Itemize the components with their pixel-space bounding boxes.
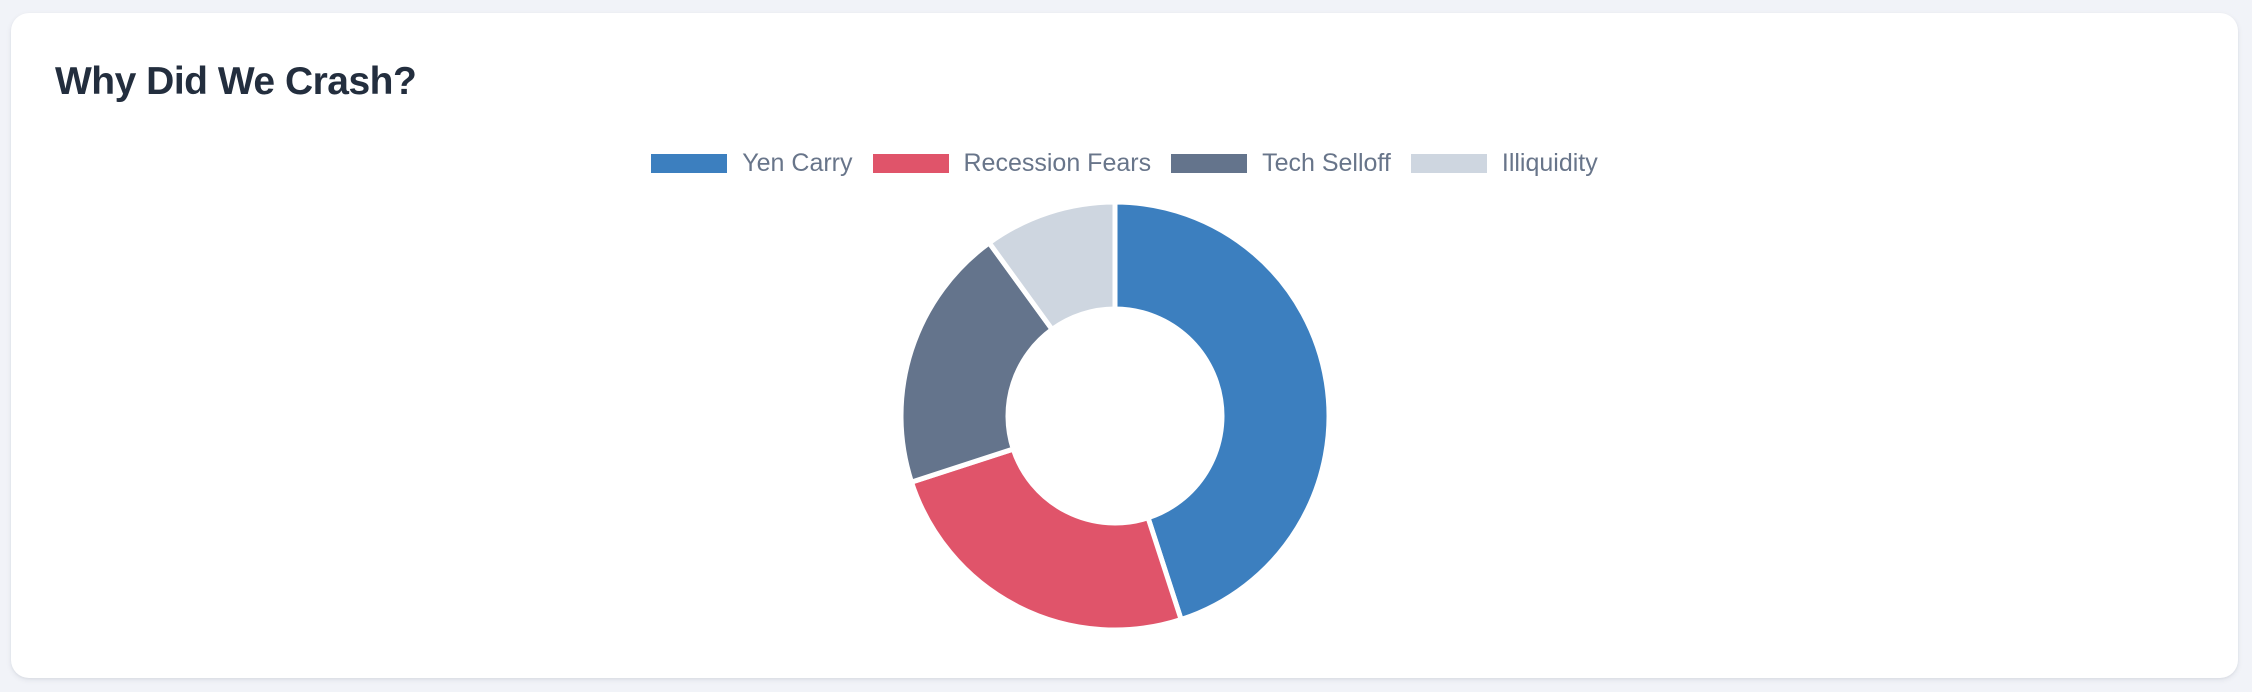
legend-swatch-recession-fears xyxy=(872,154,949,173)
legend-label: Yen Carry xyxy=(742,149,853,177)
legend-label: Recession Fears xyxy=(963,149,1152,177)
legend-item-yen-carry[interactable]: Yen Carry xyxy=(651,149,853,177)
legend-item-recession-fears[interactable]: Recession Fears xyxy=(872,149,1152,177)
legend-label: Illiquidity xyxy=(1501,149,1598,177)
legend-item-illiquidity[interactable]: Illiquidity xyxy=(1410,149,1598,177)
doughnut-segment-tech-selloff[interactable] xyxy=(898,240,1055,485)
legend-label: Tech Selloff xyxy=(1262,149,1391,177)
legend-swatch-yen-carry xyxy=(651,154,728,173)
doughnut-chart xyxy=(898,199,1332,633)
legend-swatch-tech-selloff xyxy=(1171,154,1248,173)
chart-legend: Yen Carry Recession Fears Tech Selloff Illi… xyxy=(11,151,2238,176)
legend-item-tech-selloff[interactable]: Tech Selloff xyxy=(1171,151,1391,176)
doughnut-segment-yen-carry[interactable] xyxy=(1112,199,1332,623)
doughnut-segment-recession-fears[interactable] xyxy=(908,446,1184,633)
legend-swatch-illiquidity xyxy=(1410,154,1487,173)
crash-causes-card: Why Did We Crash? Yen Carry Recession Fea… xyxy=(11,13,2238,678)
doughnut-segment-illiquidity[interactable] xyxy=(986,199,1118,332)
card-title: Why Did We Crash? xyxy=(55,60,417,103)
